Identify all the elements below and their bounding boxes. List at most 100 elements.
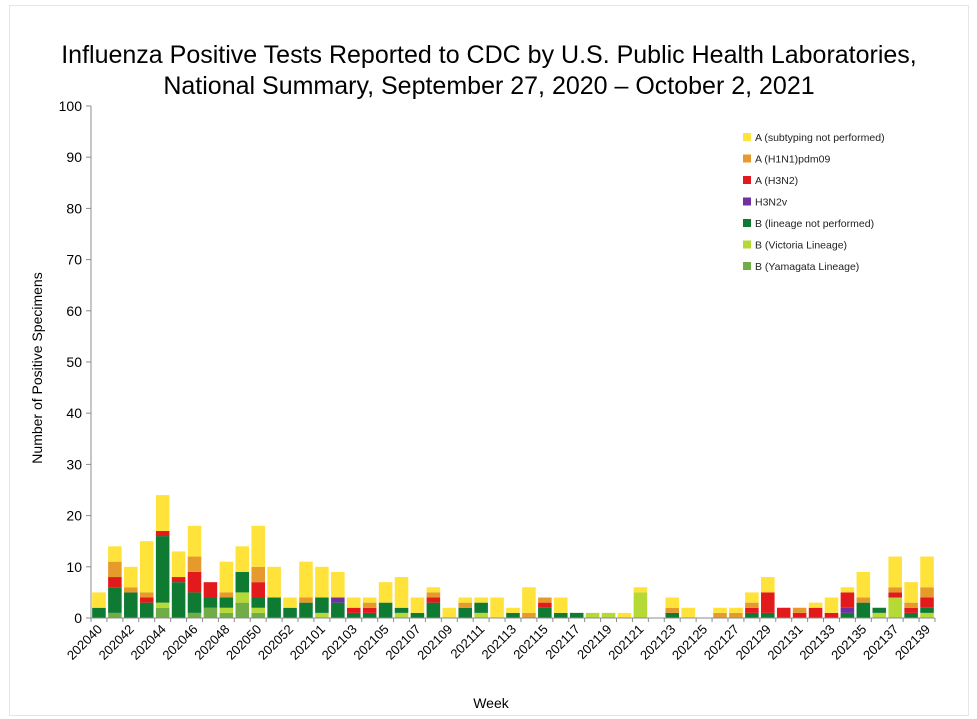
- bar-segment: [378, 602, 393, 618]
- legend: A (subtyping not performed) A (H1N1)pdm09…: [743, 132, 885, 273]
- bar-segment: [410, 612, 425, 618]
- bar-segment: [458, 597, 472, 603]
- bar-segment: [888, 597, 902, 618]
- bar-segment: [124, 587, 138, 593]
- bar-segment: [904, 612, 918, 618]
- bar-segment: [808, 602, 823, 608]
- y-tick-label: 50: [66, 354, 82, 370]
- bar-segment: [315, 566, 329, 598]
- y-tick-label: 10: [66, 559, 82, 575]
- bar-segment: [761, 612, 775, 618]
- bar-segment: [665, 607, 680, 613]
- bar-segment: [155, 536, 170, 603]
- bar-segment: [267, 566, 281, 598]
- bar-segment: [681, 607, 695, 618]
- bar-segment: [617, 612, 632, 618]
- bar-segment: [251, 582, 265, 598]
- bar-segment: [155, 602, 170, 608]
- bar-segment: [187, 612, 202, 618]
- bar-segment: [792, 612, 807, 618]
- legend-swatch: [743, 197, 751, 206]
- bar-segment: [442, 607, 457, 618]
- bar-segment: [108, 587, 122, 613]
- bar-segment: [840, 612, 855, 618]
- bar-segment: [888, 587, 902, 593]
- bar-segment: [601, 612, 616, 618]
- y-axis-label: Number of Positive Specimens: [29, 272, 45, 463]
- bar-segment: [474, 612, 488, 618]
- bar-segment: [362, 612, 377, 618]
- bar-segment: [171, 582, 186, 618]
- legend-label: A (subtyping not performed): [755, 132, 885, 144]
- bar-segment: [665, 597, 680, 608]
- bar-segment: [139, 597, 154, 603]
- bar-segment: [171, 551, 186, 578]
- bar-segment: [251, 607, 265, 613]
- bar-segment: [139, 602, 154, 618]
- bar-segment: [729, 607, 743, 613]
- bar-segment: [745, 607, 759, 613]
- bar-segment: [251, 597, 265, 608]
- legend-swatch: [743, 262, 751, 270]
- bar-segment: [219, 592, 234, 598]
- bar-segment: [522, 612, 536, 618]
- bar-segment: [506, 612, 520, 618]
- bar-segment: [108, 577, 122, 588]
- bar-segment: [554, 612, 568, 618]
- y-tick-label: 100: [59, 98, 83, 114]
- y-tick-label: 60: [66, 303, 82, 319]
- bar-segment: [856, 602, 871, 618]
- bar-segment: [251, 566, 265, 583]
- bar-segment: [346, 607, 361, 613]
- bar-segment: [585, 612, 600, 618]
- bar-segment: [888, 556, 902, 588]
- bar-segment: [426, 592, 441, 598]
- bar-segment: [362, 602, 377, 608]
- bar-segment: [776, 607, 791, 618]
- bar-segment: [729, 612, 743, 618]
- bar-segment: [139, 592, 154, 598]
- bar-segment: [331, 597, 345, 603]
- bar-segment: [235, 602, 250, 618]
- legend-label: B (lineage not performed): [755, 218, 874, 230]
- chart-subtitle: National Summary, September 27, 2020 – O…: [163, 72, 814, 100]
- x-axis: 2020402020422020442020462020482020502020…: [64, 617, 936, 663]
- bar-segment: [331, 571, 345, 598]
- bar-segment: [394, 612, 409, 618]
- bar-segment: [346, 612, 361, 618]
- bar-segment: [426, 602, 441, 618]
- bar-segment: [299, 597, 313, 603]
- bar-segment: [840, 587, 855, 593]
- legend-label: A (H3N2): [755, 175, 798, 187]
- bar-segment: [283, 597, 297, 608]
- legend-label: H3N2v: [755, 197, 788, 209]
- chart-title: Influenza Positive Tests Reported to CDC…: [61, 41, 917, 69]
- bar-segment: [92, 592, 106, 608]
- bar-segment: [538, 597, 552, 603]
- y-tick-label: 90: [66, 149, 82, 165]
- x-tick-label: 202117: [542, 622, 583, 663]
- bar-segment: [474, 602, 488, 613]
- bar-segment: [840, 592, 855, 608]
- bar-segment: [108, 561, 122, 578]
- bar-segment: [219, 612, 234, 618]
- bar-segment: [251, 525, 265, 567]
- bars: [92, 495, 934, 618]
- bar-segment: [920, 607, 934, 613]
- x-tick-label: 202109: [414, 622, 455, 663]
- bar-segment: [299, 602, 313, 618]
- bar-segment: [267, 597, 281, 618]
- bar-segment: [745, 602, 759, 608]
- bar-segment: [124, 566, 138, 588]
- bar-segment: [155, 530, 170, 537]
- x-tick-label: 202115: [510, 622, 551, 663]
- bar-segment: [235, 546, 250, 572]
- bar-segment: [904, 602, 918, 608]
- bar-segment: [124, 592, 138, 618]
- bar-segment: [458, 607, 472, 618]
- legend-label: A (H1N1)pdm09: [755, 154, 830, 166]
- bar-segment: [808, 607, 823, 618]
- x-axis-label: Week: [473, 695, 510, 711]
- bar-segment: [538, 602, 552, 608]
- legend-label: B (Victoria Lineage): [755, 240, 847, 252]
